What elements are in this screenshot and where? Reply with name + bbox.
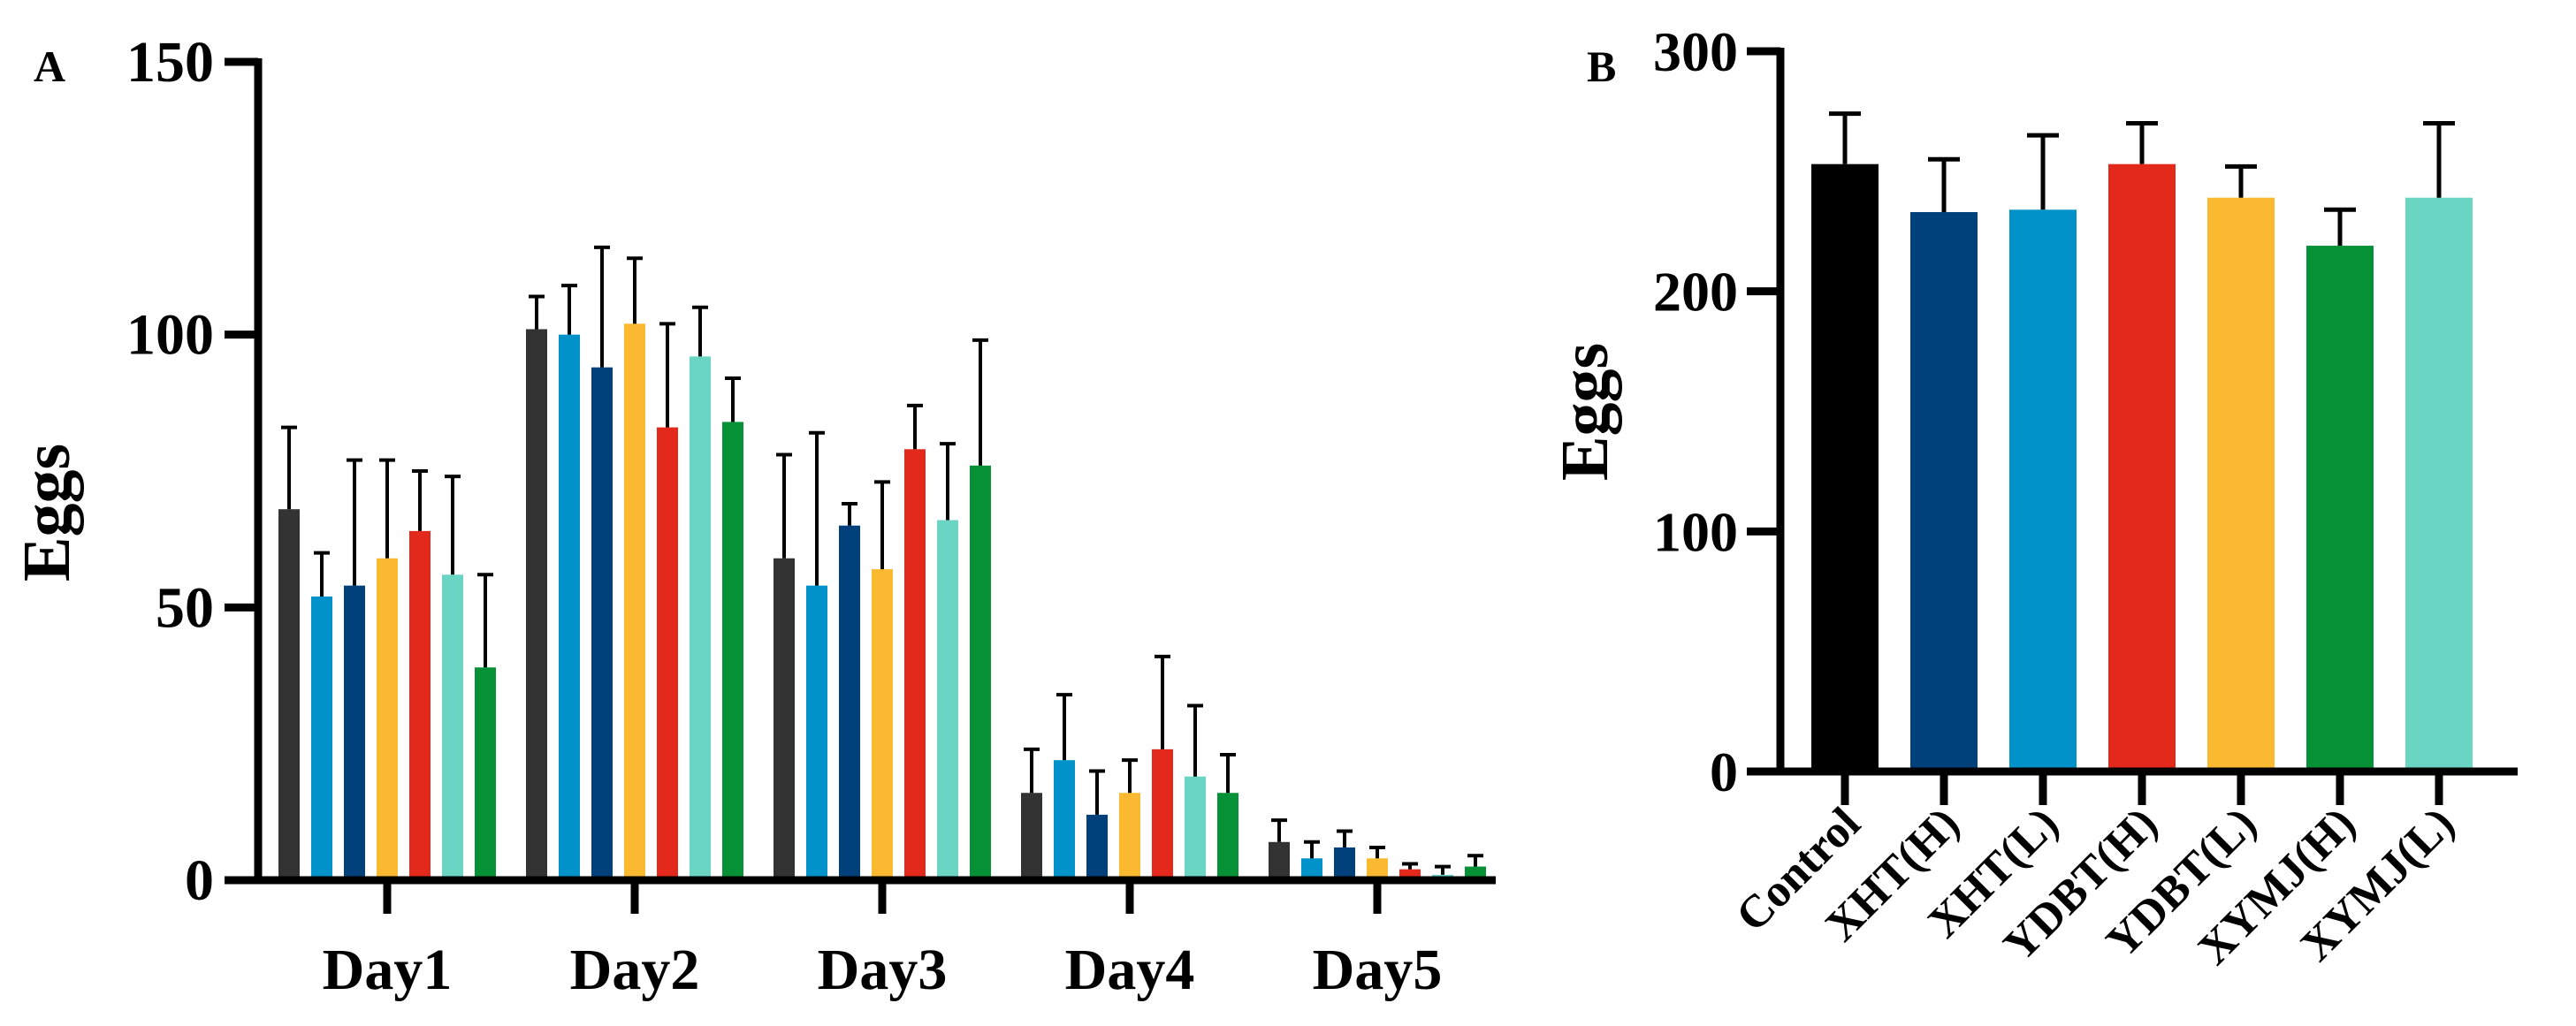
- bar-day4-series-2: [1054, 760, 1075, 880]
- bar-day2-series-1: [526, 329, 547, 880]
- bar-ydbt-l: [2207, 197, 2275, 771]
- y-tick-label-50: 50: [156, 575, 214, 640]
- bar-xymj-h: [2306, 246, 2374, 771]
- panel-b-label: B: [1587, 42, 1616, 91]
- bar-day1-series-2: [311, 596, 332, 880]
- x-tick-label-day3: Day3: [818, 938, 948, 1002]
- bar-day4-series-7: [1217, 793, 1238, 880]
- bar-ydbt-h: [2108, 163, 2176, 771]
- x-tick-label-day2: Day2: [570, 938, 700, 1002]
- bar-day3-series-4: [872, 569, 893, 880]
- bar-day2-series-5: [657, 427, 678, 880]
- bar-xht-l: [2009, 209, 2077, 772]
- bar-day4-series-5: [1152, 749, 1173, 880]
- panel-a-bar-chart: A Eggs Day1 Day2 Day3 Day4 Day5 0 50 100 150: [10, 30, 1496, 1002]
- bar-day3-series-7: [970, 465, 991, 880]
- bar-day2-series-6: [690, 356, 711, 880]
- bar-day1-series-1: [278, 509, 300, 880]
- x-tick-label-day4: Day4: [1065, 938, 1195, 1002]
- panel-a-y-axis-title: Eggs: [10, 444, 84, 581]
- bar-xymj-l: [2405, 197, 2473, 771]
- bar-day4-series-6: [1185, 776, 1206, 880]
- bar-day1-series-5: [409, 530, 431, 880]
- panel-a-label: A: [34, 42, 65, 91]
- bar-day3-series-5: [904, 449, 926, 880]
- y-tick-label-0: 0: [1710, 741, 1738, 803]
- bar-day3-series-1: [774, 558, 795, 880]
- bar-day5-series-3: [1334, 847, 1355, 880]
- bar-day2-series-3: [591, 367, 613, 880]
- x-tick-label-day5: Day5: [1313, 938, 1443, 1002]
- bar-day2-series-7: [722, 422, 743, 880]
- bar-day4-series-1: [1021, 793, 1042, 880]
- bar-xht-h: [1910, 212, 1978, 771]
- bar-day3-series-3: [839, 525, 860, 880]
- y-tick-label-100: 100: [126, 303, 214, 368]
- bar-day1-series-4: [377, 558, 398, 880]
- panel-b-y-axis-title: Eggs: [1548, 343, 1622, 481]
- y-tick-label-200: 200: [1653, 261, 1738, 323]
- y-tick-label-300: 300: [1653, 20, 1738, 83]
- bar-day3-series-6: [937, 520, 958, 880]
- y-tick-label-150: 150: [126, 30, 214, 95]
- y-tick-label-0: 0: [185, 848, 214, 913]
- bar-control: [1811, 163, 1879, 771]
- bar-day2-series-2: [559, 334, 580, 881]
- x-tick-label-day1: Day1: [323, 938, 453, 1002]
- bar-day1-series-6: [442, 574, 463, 880]
- bar-day4-series-4: [1119, 793, 1140, 880]
- bar-day5-series-1: [1269, 841, 1290, 880]
- panel-b-bar-chart: B Eggs ControlXHT(H)XHT(L)YDBT(H)YDBT(L)…: [1548, 20, 2518, 975]
- bar-day2-series-4: [624, 323, 645, 880]
- bar-day3-series-2: [806, 585, 827, 880]
- bar-day1-series-3: [344, 585, 365, 880]
- bar-day1-series-7: [475, 667, 496, 880]
- y-tick-label-100: 100: [1653, 500, 1738, 563]
- bar-day4-series-3: [1086, 814, 1108, 880]
